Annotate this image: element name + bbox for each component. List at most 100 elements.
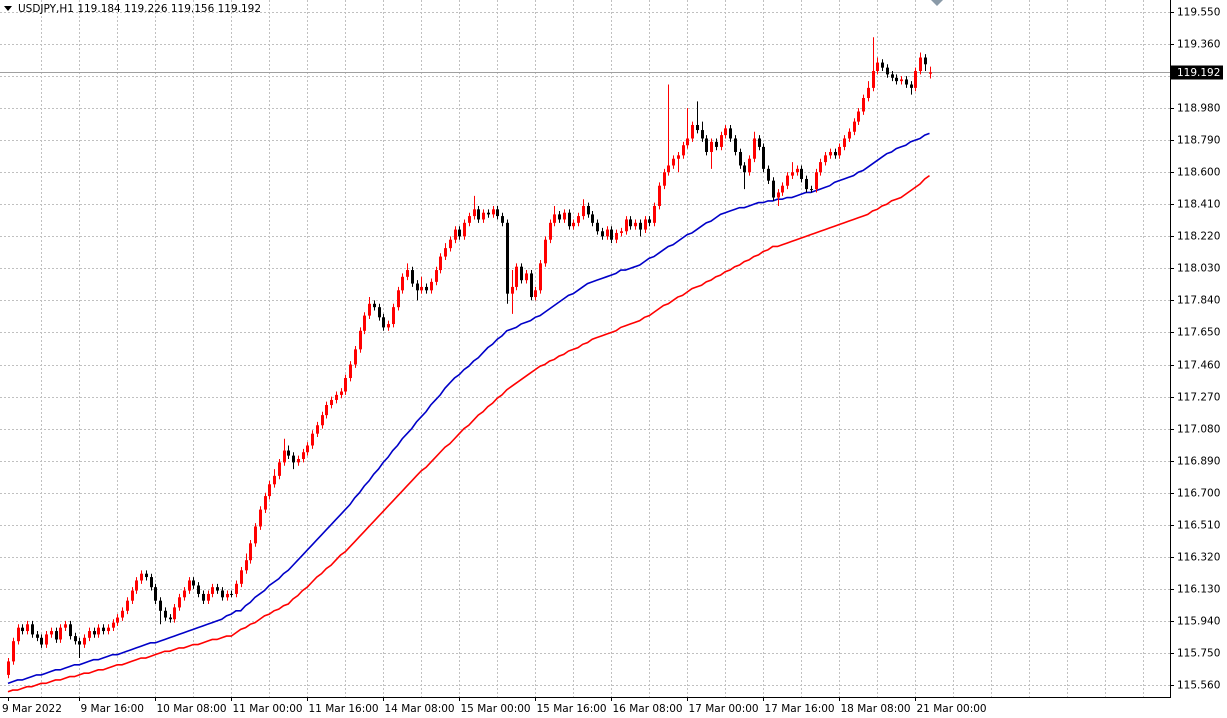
x-tick-label: 16 Mar 08:00 <box>613 703 683 715</box>
candle-body <box>582 205 585 217</box>
candle-body <box>796 168 799 173</box>
candle-body <box>696 124 699 131</box>
candle-body <box>729 128 732 139</box>
candle-body <box>40 637 43 645</box>
candle-body <box>905 79 908 85</box>
candle-body <box>211 587 214 594</box>
candle-body <box>249 543 252 561</box>
candle-body <box>876 62 879 72</box>
candle-body <box>378 307 381 318</box>
candle-body <box>929 72 932 74</box>
candle-body <box>31 624 34 635</box>
x-tick-label: 21 Mar 00:00 <box>917 703 987 715</box>
candle-body <box>254 526 257 544</box>
candle-body <box>862 98 865 112</box>
candle-body <box>202 593 205 601</box>
candle-body <box>264 496 267 510</box>
candle-body <box>121 610 124 618</box>
candle-body <box>216 587 219 591</box>
candle-body <box>12 641 15 662</box>
y-tick-label: 118.980 <box>1177 103 1220 115</box>
candle-body <box>620 231 623 233</box>
candle-body <box>644 219 647 230</box>
candle-body <box>525 273 528 281</box>
candle-body <box>857 111 860 122</box>
candle-body <box>606 229 609 237</box>
candle-body <box>658 185 661 206</box>
candle-body <box>473 209 476 217</box>
candle-body <box>705 138 708 152</box>
candle-body <box>302 452 305 459</box>
y-tick-label: 115.560 <box>1177 680 1220 692</box>
candle-body <box>886 67 889 75</box>
candle-body <box>824 155 827 163</box>
candle-body <box>93 631 96 635</box>
candle-body <box>910 84 913 88</box>
y-tick-label: 118.600 <box>1177 167 1220 179</box>
candle-body <box>667 165 670 173</box>
candle-body <box>458 229 461 237</box>
candle-body <box>240 570 243 584</box>
x-tick-label: 9 Mar 2022 <box>2 703 62 715</box>
candle-body <box>230 593 233 595</box>
y-tick-label: 116.700 <box>1177 488 1220 500</box>
candle-body <box>116 617 119 623</box>
candle-body <box>159 600 162 611</box>
candle-body <box>919 57 922 72</box>
candle-body <box>777 192 780 198</box>
candle-body <box>283 450 286 463</box>
candle-body <box>534 290 537 298</box>
candle-body <box>221 590 224 598</box>
candle-body <box>487 212 490 215</box>
candle-body <box>492 209 495 215</box>
candle-body <box>501 216 504 223</box>
candle-body <box>126 600 129 611</box>
candle-body <box>335 394 338 400</box>
candle-body <box>653 205 656 223</box>
y-tick-label: 117.650 <box>1177 327 1220 339</box>
candle-body <box>140 573 143 581</box>
candle-body <box>131 590 134 601</box>
candle-body <box>520 266 523 281</box>
candle-body <box>74 636 77 642</box>
candle-body <box>316 425 319 434</box>
candle-body <box>895 77 898 82</box>
candle-body <box>154 587 157 601</box>
candle-body <box>601 231 604 237</box>
x-tick-label: 9 Mar 16:00 <box>81 703 144 715</box>
candle-body <box>625 219 628 232</box>
candle-body <box>107 627 110 632</box>
candle-body <box>444 248 447 257</box>
candle-body <box>188 580 191 591</box>
candle-body <box>173 607 176 620</box>
candle-body <box>88 631 91 638</box>
candle-body <box>416 283 419 291</box>
candle-body <box>297 458 300 463</box>
candle-body <box>720 135 723 147</box>
candle-body <box>629 219 632 227</box>
moving-average-line <box>7 174 930 693</box>
grid <box>0 0 1170 697</box>
y-tick-label: 116.510 <box>1177 520 1220 532</box>
candle-body <box>235 583 238 594</box>
candle-body <box>311 433 314 446</box>
candle-body <box>544 239 547 264</box>
candle-body <box>853 121 856 132</box>
candle-body <box>245 560 248 571</box>
candle-body <box>615 232 618 240</box>
plot <box>0 37 1170 693</box>
y-tick-label: 115.940 <box>1177 616 1220 628</box>
y-tick-label: 116.320 <box>1177 552 1220 564</box>
candle-body <box>463 222 466 237</box>
candle-body <box>102 627 105 632</box>
candle-body <box>819 162 822 173</box>
candle-body <box>753 138 756 159</box>
candle-body <box>848 131 851 139</box>
candle-body <box>587 205 590 215</box>
candle-body <box>482 212 485 220</box>
candle-body <box>368 303 371 316</box>
candle-body <box>78 641 81 645</box>
candle-body <box>496 209 499 217</box>
candle-body <box>349 364 352 379</box>
